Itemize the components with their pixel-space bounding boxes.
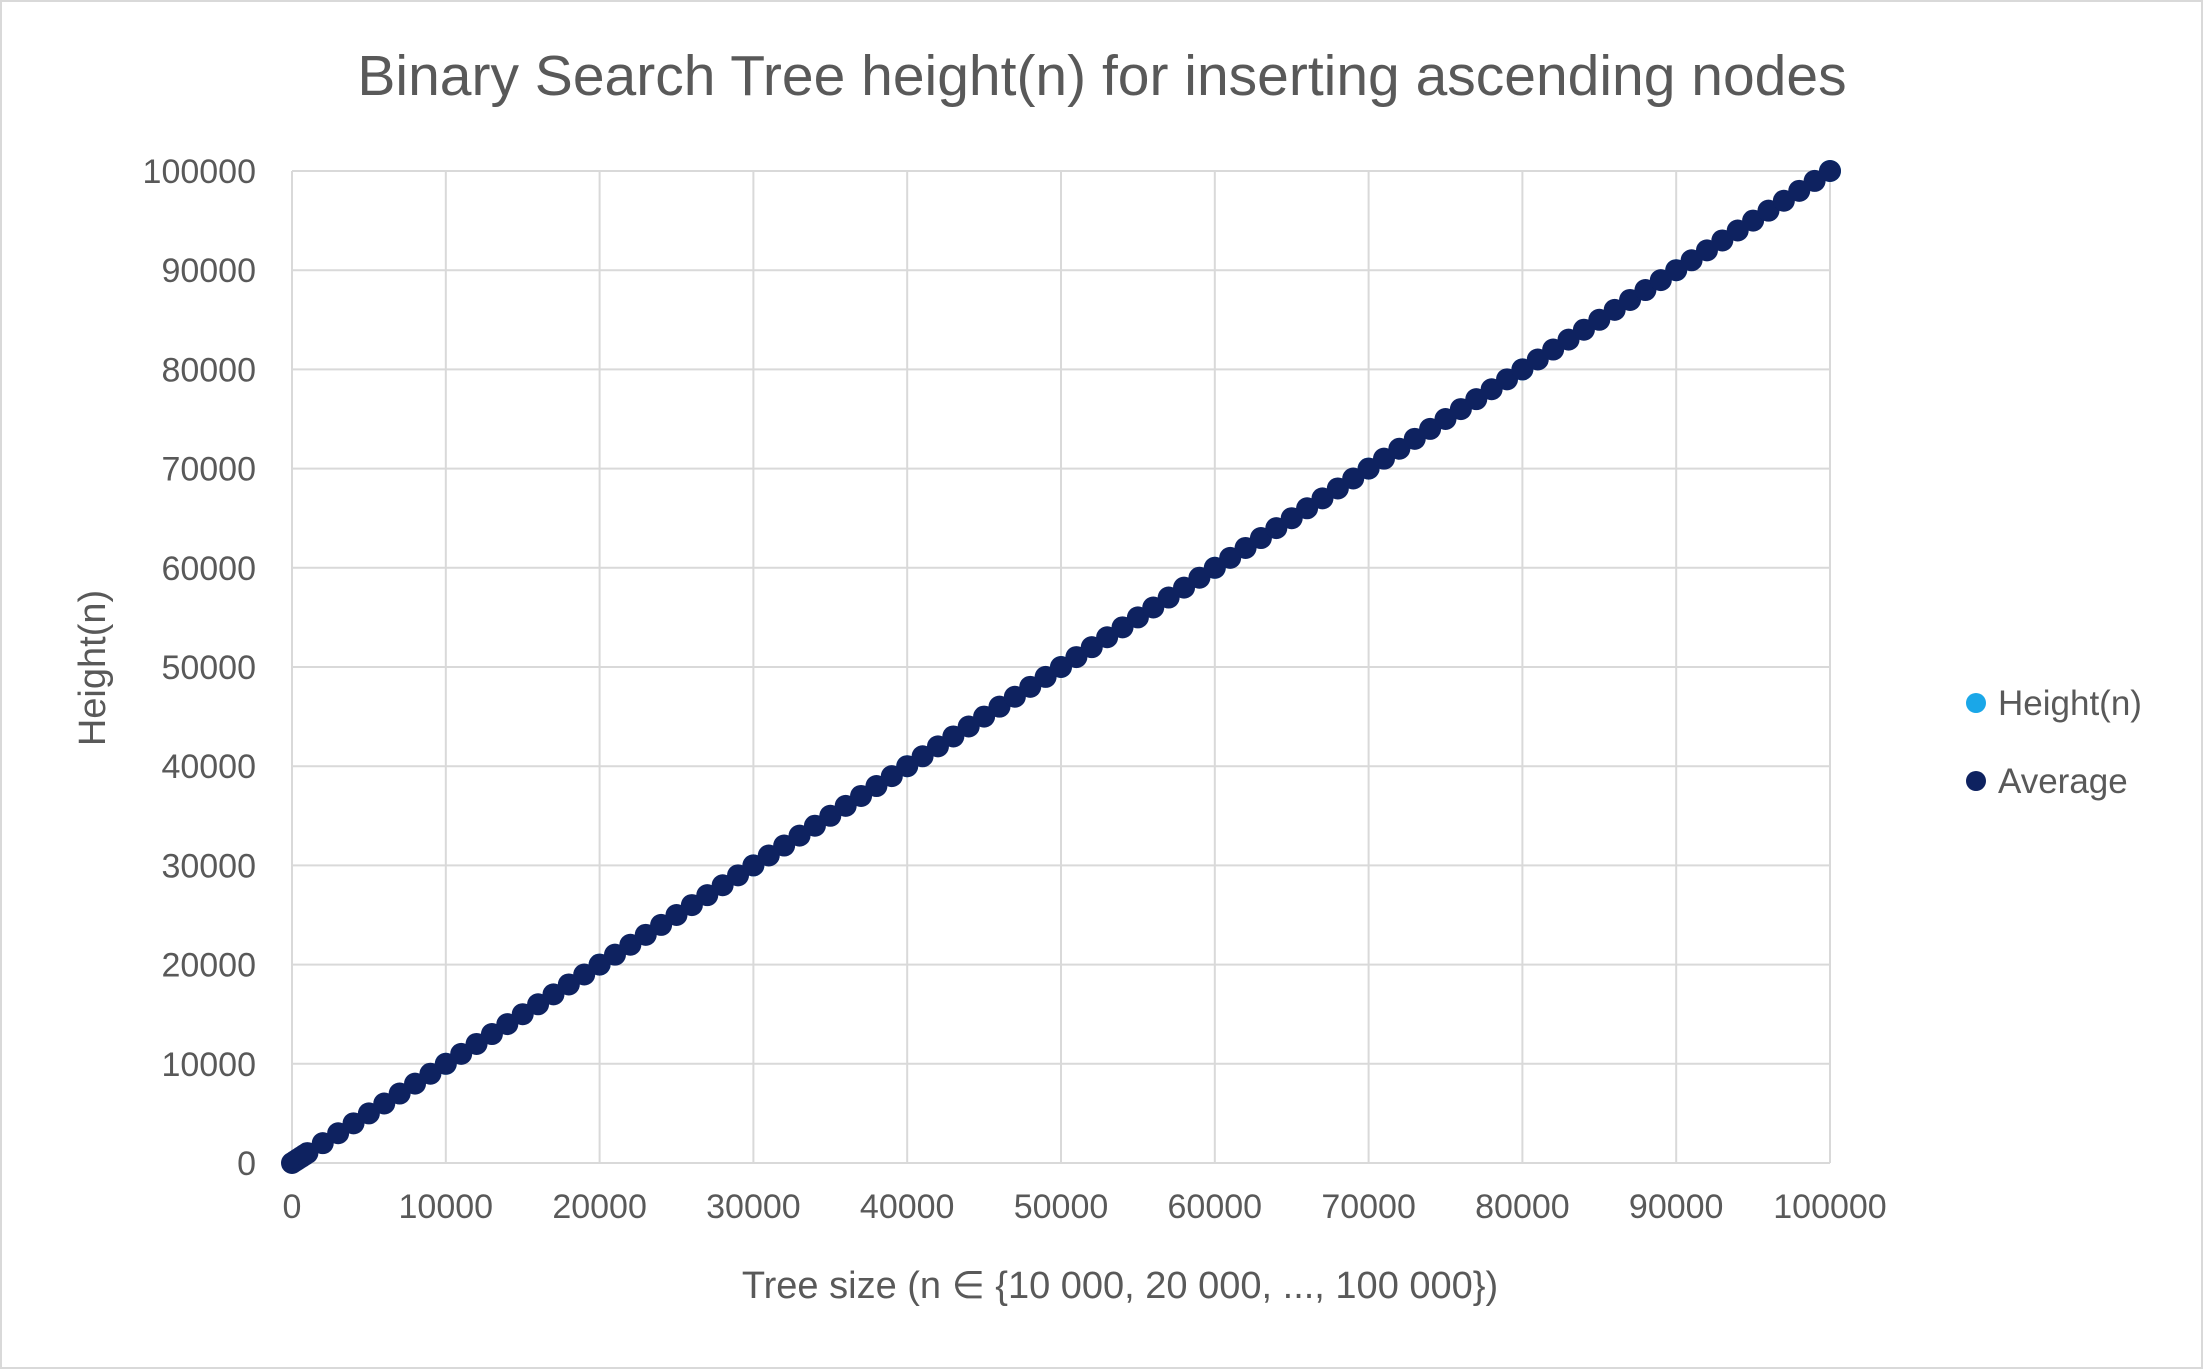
x-tick-label: 40000 bbox=[860, 1188, 955, 1226]
legend-item: Average bbox=[1966, 762, 2128, 801]
legend-marker bbox=[1966, 771, 1986, 791]
x-tick-label: 10000 bbox=[399, 1188, 494, 1226]
x-tick-labels: 0 10000 20000 30000 40000 50000 60000 70000 8000… bbox=[283, 1188, 1887, 1226]
y-tick-label: 10000 bbox=[161, 1046, 256, 1084]
y-tick-label: 90000 bbox=[161, 252, 256, 290]
x-tick-label: 50000 bbox=[1014, 1188, 1109, 1226]
y-tick-label: 60000 bbox=[161, 550, 256, 588]
x-axis-label: Tree size (n ∈ {10 000, 20 000, ..., 100… bbox=[742, 1265, 1498, 1307]
y-tick-label: 50000 bbox=[161, 649, 256, 687]
y-tick-labels: 0 10000 20000 30000 40000 50000 60000 70000 8000… bbox=[143, 153, 256, 1183]
y-tick-label: 40000 bbox=[161, 748, 256, 786]
grid-lines bbox=[291, 170, 1831, 1164]
y-tick-label: 30000 bbox=[161, 847, 256, 885]
y-tick-label: 80000 bbox=[161, 351, 256, 389]
x-tick-label: 30000 bbox=[706, 1188, 801, 1226]
x-tick-label: 0 bbox=[283, 1188, 302, 1226]
y-tick-label: 70000 bbox=[161, 451, 256, 489]
legend-marker bbox=[1966, 693, 1986, 713]
y-tick-label: 20000 bbox=[161, 947, 256, 985]
chart-title: Binary Search Tree height(n) for inserti… bbox=[357, 44, 1846, 108]
x-tick-label: 70000 bbox=[1321, 1188, 1416, 1226]
data-points bbox=[281, 160, 1841, 1174]
x-tick-label: 20000 bbox=[552, 1188, 647, 1226]
y-tick-label: 100000 bbox=[143, 153, 256, 191]
series-average bbox=[281, 160, 1841, 1174]
x-tick-label: 90000 bbox=[1629, 1188, 1724, 1226]
data-point bbox=[1819, 160, 1841, 182]
y-tick-label: 0 bbox=[237, 1145, 256, 1183]
legend-label: Average bbox=[1998, 762, 2128, 801]
x-tick-label: 80000 bbox=[1475, 1188, 1570, 1226]
y-axis-label: Height(n) bbox=[72, 590, 114, 746]
legend-item: Height(n) bbox=[1966, 684, 2142, 723]
legend-label: Height(n) bbox=[1998, 684, 2142, 723]
x-tick-label: 60000 bbox=[1168, 1188, 1263, 1226]
x-tick-label: 100000 bbox=[1773, 1188, 1886, 1226]
legend: Height(n) Average bbox=[1966, 684, 2142, 801]
